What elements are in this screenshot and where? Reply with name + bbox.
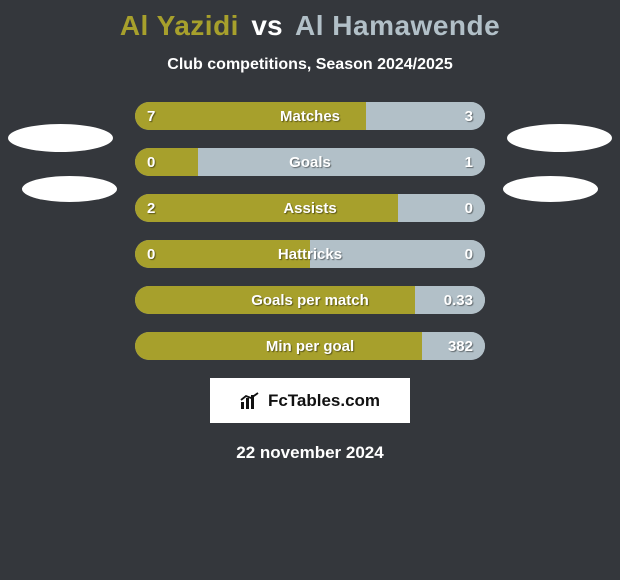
stat-row: Min per goal382 bbox=[135, 332, 485, 360]
stat-fill-left bbox=[135, 240, 310, 268]
stats-area: Matches73 Goals01 Assists20 Hattricks00 Goal… bbox=[0, 102, 620, 360]
stat-fill-right bbox=[398, 194, 486, 222]
title-vs: vs bbox=[251, 10, 282, 41]
subtitle: Club competitions, Season 2024/2025 bbox=[0, 56, 620, 74]
title-team-2: Al Hamawende bbox=[295, 10, 500, 41]
stat-fill-left bbox=[135, 102, 366, 130]
stat-fill-left bbox=[135, 194, 398, 222]
stat-fill-right bbox=[198, 148, 485, 176]
comparison-infographic: Al Yazidi vs Al Hamawende Club competiti… bbox=[0, 0, 620, 580]
brand-box: FcTables.com bbox=[210, 378, 410, 423]
chart-icon bbox=[240, 392, 262, 410]
title-row: Al Yazidi vs Al Hamawende bbox=[0, 0, 620, 48]
stat-fill-left bbox=[135, 332, 422, 360]
stat-fill-right bbox=[422, 332, 485, 360]
stat-row: Goals01 bbox=[135, 148, 485, 176]
date-line: 22 november 2024 bbox=[0, 443, 620, 463]
brand-text: FcTables.com bbox=[268, 391, 380, 411]
stat-row: Matches73 bbox=[135, 102, 485, 130]
stat-row: Goals per match0.33 bbox=[135, 286, 485, 314]
stat-fill-right bbox=[366, 102, 485, 130]
stat-fill-left bbox=[135, 286, 415, 314]
stat-fill-left bbox=[135, 148, 198, 176]
stat-fill-right bbox=[310, 240, 485, 268]
stat-row: Assists20 bbox=[135, 194, 485, 222]
stat-row: Hattricks00 bbox=[135, 240, 485, 268]
stat-fill-right bbox=[415, 286, 485, 314]
title-team-1: Al Yazidi bbox=[120, 10, 239, 41]
